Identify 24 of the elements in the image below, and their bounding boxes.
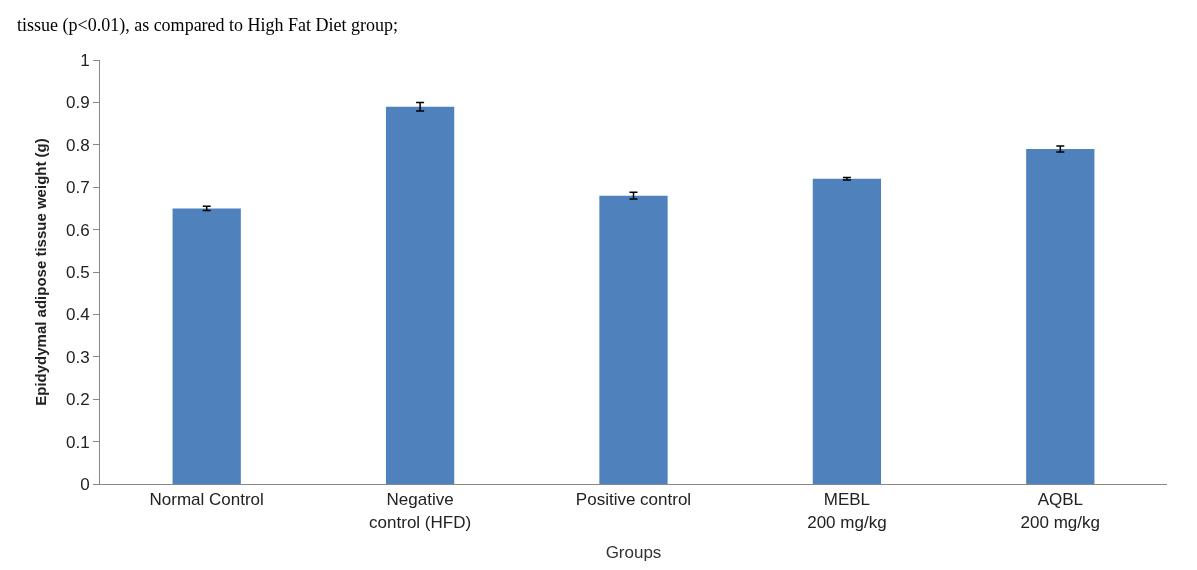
text: tissue (p<0.01), as compared to High Fat Diet group; (17, 15, 399, 36)
x-tick-label: MEBL 200 mg/kg (807, 490, 887, 532)
y-tick-label: 0.7 (65, 178, 90, 198)
y-tick-label: 0.2 (65, 390, 90, 410)
y-tick-label: 1 (80, 50, 90, 70)
y-tick-label: 0.8 (65, 135, 90, 155)
y-tick-label: 0.5 (65, 262, 90, 282)
x-tick-label: AQBL 200 mg/kg (1020, 490, 1100, 532)
y-tick-label: 0.3 (65, 347, 90, 367)
y-tick-label: 0.9 (65, 93, 90, 113)
x-tick-label: Positive control (575, 490, 692, 510)
bar (1026, 149, 1095, 484)
bar (599, 195, 668, 484)
bar (385, 106, 455, 484)
y-tick-label: 0 (80, 474, 90, 494)
bar (812, 178, 882, 484)
y-tick-label: 0.6 (65, 220, 90, 240)
x-tick-label: Negative control (HFD) (369, 490, 472, 532)
y-axis-title: Epidydymal adipose tissue weight (g) (32, 138, 50, 406)
y-tick-label: 0.4 (65, 305, 90, 325)
x-axis-title: Groups (605, 542, 662, 562)
bar (172, 208, 241, 484)
y-tick-label: 0.1 (65, 432, 90, 452)
x-tick-label: Normal Control (149, 490, 264, 510)
